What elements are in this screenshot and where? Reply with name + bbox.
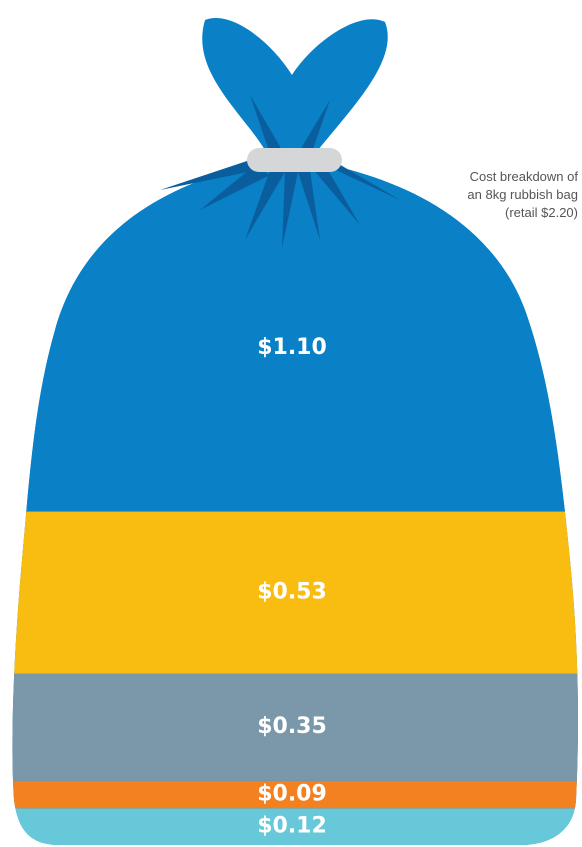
chart: $0.12 $0.09 $0.35 $0.53 $1.10 [0, 0, 582, 847]
value-label: $0.35 [257, 714, 327, 739]
value-label: $1.10 [257, 335, 327, 360]
infographic: $0.12 $0.09 $0.35 $0.53 $1.10 Cost breakdown… [0, 0, 582, 847]
chart-title: Cost breakdown of an 8kg rubbish bag (re… [460, 168, 578, 222]
value-label: $0.09 [257, 782, 327, 807]
bag-knot [202, 18, 387, 150]
value-label: $0.53 [257, 580, 327, 605]
value-label: $0.12 [257, 814, 327, 839]
bag-tie [247, 148, 342, 172]
